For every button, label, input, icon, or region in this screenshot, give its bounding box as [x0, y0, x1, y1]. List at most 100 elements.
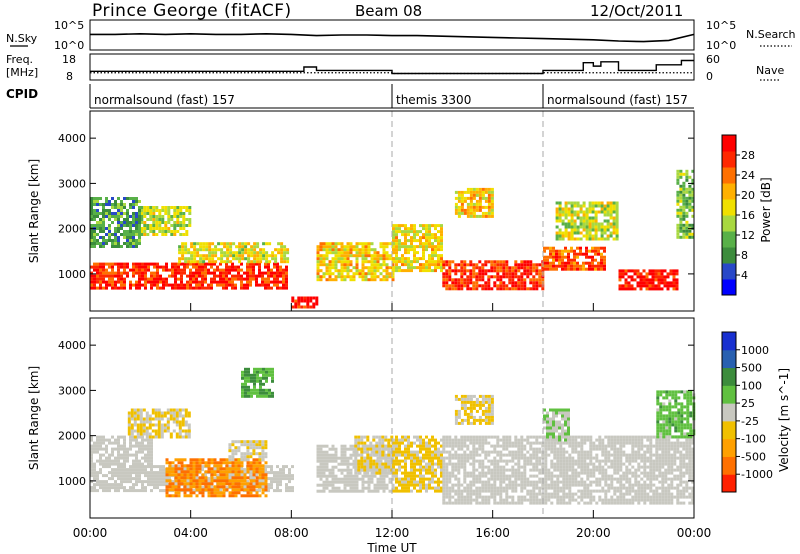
heatmap-cell — [343, 459, 347, 463]
heatmap-cell — [543, 261, 546, 265]
heatmap-cell — [564, 222, 568, 226]
heatmap-cell — [252, 262, 255, 266]
heatmap-cell — [153, 483, 156, 487]
heatmap-cell — [346, 266, 350, 270]
heatmap-cell — [413, 227, 416, 231]
heatmap-cell — [346, 474, 350, 478]
heatmap-cell — [499, 474, 503, 478]
heatmap-cell — [211, 251, 215, 255]
heatmap-cell — [234, 268, 237, 272]
heatmap-cell — [246, 274, 249, 278]
heatmap-cell — [306, 305, 310, 309]
heatmap-cell — [138, 435, 141, 439]
heatmap-cell — [141, 489, 144, 493]
heatmap-cell — [271, 391, 274, 395]
heatmap-cell — [346, 260, 350, 264]
heatmap-cell — [597, 201, 601, 205]
heatmap-cell — [404, 465, 407, 469]
heatmap-cell — [499, 468, 503, 472]
heatmap-cell — [367, 254, 371, 258]
heatmap-cell — [481, 266, 485, 270]
heatmap-cell — [261, 491, 265, 495]
heatmap-cell — [451, 441, 455, 445]
heatmap-cell — [448, 462, 452, 466]
heatmap-cell — [213, 271, 216, 275]
heatmap-cell — [189, 283, 192, 287]
heatmap-cell — [469, 187, 473, 191]
heatmap-cell — [594, 246, 597, 250]
heatmap-cell — [132, 444, 135, 448]
heatmap-cell — [469, 453, 473, 457]
heatmap-cell — [502, 284, 506, 288]
heatmap-cell — [143, 209, 147, 212]
heatmap-cell — [114, 215, 117, 218]
heatmap-cell — [340, 453, 344, 457]
heatmap-cell — [187, 435, 191, 439]
heatmap-cell — [663, 284, 667, 288]
heatmap-cell — [431, 224, 434, 228]
heatmap-cell — [358, 477, 362, 481]
heatmap-cell — [387, 450, 391, 454]
heatmap-cell — [96, 268, 99, 272]
heatmap-cell — [404, 480, 407, 484]
heatmap-cell — [129, 280, 132, 284]
noise-right-tick-bottom: 10^0 — [706, 39, 736, 52]
heatmap-cell — [201, 473, 205, 477]
heatmap-cell — [136, 423, 140, 427]
heatmap-cell — [404, 435, 407, 439]
heatmap-cell — [158, 221, 162, 224]
heatmap-cell — [502, 281, 506, 285]
heatmap-cell — [691, 205, 695, 209]
noise-left-tick-top: 10^5 — [54, 19, 84, 32]
heatmap-cell — [478, 441, 482, 445]
heatmap-cell — [244, 248, 248, 252]
heatmap-cell — [246, 283, 249, 287]
heatmap-cell — [331, 468, 335, 472]
heatmap-cell — [413, 254, 416, 258]
heatmap-cell — [457, 492, 461, 496]
heatmap-cell — [675, 281, 679, 285]
heatmap-cell — [285, 483, 288, 487]
heatmap-cell — [322, 462, 326, 466]
heatmap-cell — [196, 248, 200, 252]
heatmap-cell — [591, 201, 595, 205]
heatmap-cell — [150, 483, 153, 487]
heatmap-cell — [366, 468, 370, 472]
heatmap-cell — [340, 459, 344, 463]
heatmap-cell — [139, 408, 143, 412]
heatmap-cell — [419, 447, 422, 451]
heatmap-cell — [337, 486, 341, 490]
heatmap-cell — [585, 228, 589, 232]
heatmap-cell — [564, 231, 568, 235]
heatmap-cell — [588, 249, 591, 253]
heatmap-cell — [381, 450, 385, 454]
heatmap-cell — [249, 477, 252, 481]
heatmap-cell — [475, 199, 479, 203]
heatmap-cell — [437, 480, 440, 484]
heatmap-cell — [437, 441, 440, 445]
heatmap-cell — [234, 449, 238, 453]
heatmap-cell — [247, 379, 250, 383]
heatmap-cell — [246, 449, 250, 453]
heatmap-cell — [416, 435, 419, 439]
heatmap-cell — [90, 215, 93, 218]
heatmap-cell — [355, 248, 359, 252]
heatmap-cell — [210, 271, 213, 275]
heatmap-cell — [445, 284, 449, 288]
heatmap-cell — [150, 274, 153, 278]
heatmap-cell — [273, 480, 276, 484]
heatmap-cell — [606, 213, 610, 217]
heatmap-cell — [493, 486, 497, 490]
heatmap-cell — [460, 266, 464, 270]
heatmap-cell — [265, 379, 268, 383]
heatmap-cell — [316, 483, 320, 487]
heatmap-cell — [139, 435, 143, 439]
heatmap-cell — [352, 245, 356, 249]
heatmap-cell — [493, 465, 497, 469]
heatmap-cell — [189, 482, 193, 486]
heatmap-cell — [319, 471, 323, 475]
heatmap-cell — [182, 221, 186, 224]
heatmap-cell — [340, 272, 344, 276]
heatmap-cell — [155, 218, 159, 221]
heatmap-cell — [243, 494, 247, 498]
